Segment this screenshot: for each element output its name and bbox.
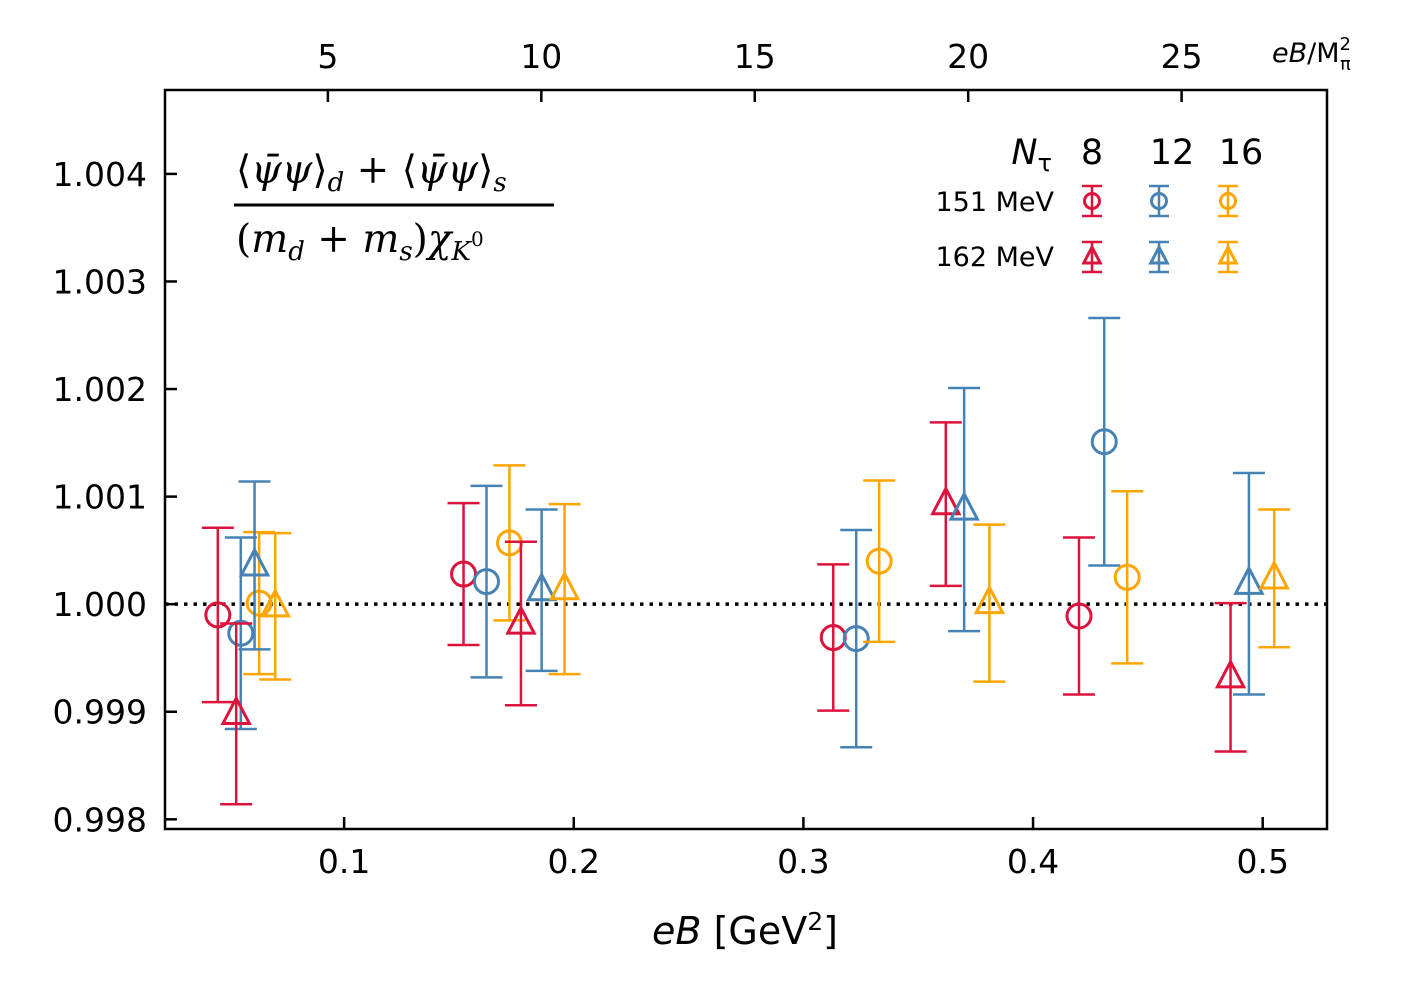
error-bar-s3-p1	[504, 540, 537, 707]
error-bar-s5-p3	[1258, 508, 1291, 649]
legend-errorbar-1	[1149, 184, 1169, 218]
series-triangle-ntau-12	[238, 386, 1265, 696]
data-point-s2-p0	[245, 589, 273, 617]
error-bar-s2-p2	[863, 479, 896, 644]
legend-errorbar-0	[1082, 184, 1102, 218]
error-bar-s4-p1	[525, 508, 558, 673]
data-point-s4-p3	[1233, 564, 1265, 595]
y-tick-label-2: 1.000	[53, 585, 147, 624]
series-circle-ntau-16	[243, 464, 1144, 676]
error-bar-s3-p0	[220, 622, 253, 806]
error-bar-s3-p2	[929, 421, 962, 588]
data-point-s4-p2	[948, 490, 980, 521]
data-point-s0-p0	[204, 601, 232, 629]
data-point-s5-p0	[259, 587, 291, 618]
data-point-s1-p0	[227, 619, 255, 647]
y-tick-label-6: 1.004	[53, 155, 147, 194]
top-tick-label-1: 10	[520, 37, 562, 76]
error-bar-s0-p2	[817, 563, 850, 712]
legend-col-12: 12	[1150, 133, 1195, 173]
legend-marker-5	[1217, 244, 1239, 265]
y-tick-label-5: 1.003	[53, 262, 147, 301]
legend-col-16: 16	[1219, 133, 1264, 173]
data-point-s3-p0	[220, 695, 252, 725]
data-point-s3-p2	[930, 485, 962, 516]
error-bar-s4-p0	[238, 480, 271, 651]
top-tick-label-4: 25	[1161, 37, 1203, 76]
data-point-s0-p3	[1065, 602, 1093, 630]
legend-ntau-header: Nτ	[1011, 133, 1052, 177]
series-triangle-ntau-16	[259, 502, 1291, 683]
error-bar-s3-p3	[1214, 601, 1247, 753]
data-point-s3-p1	[505, 604, 537, 635]
x-tick-label-4: 0.5	[1236, 842, 1288, 881]
error-bar-s4-p3	[1232, 471, 1265, 696]
x-tick-label-0: 0.1	[318, 842, 370, 881]
data-point-s2-p2	[865, 547, 893, 575]
top-axis-title: eB/M2 π	[1272, 34, 1351, 75]
error-bar-s0-p1	[447, 501, 480, 647]
x-axis-title: eB [GeV2]	[652, 907, 838, 953]
legend-marker-1	[1150, 192, 1168, 210]
y-tick-label-3: 1.001	[53, 478, 147, 517]
error-bar-s5-p1	[548, 502, 581, 676]
y-tick-label-0: 0.998	[53, 800, 147, 839]
legend-marker-2	[1219, 192, 1237, 210]
error-bar-s1-p3	[1088, 316, 1121, 567]
legend-marker-3	[1081, 244, 1103, 265]
series-triangle-ntau-8	[220, 421, 1247, 806]
top-tick-label-0: 5	[317, 37, 338, 76]
data-point-s3-p3	[1214, 658, 1247, 689]
error-bar-s5-p2	[973, 523, 1006, 683]
y-tick-label-4: 1.002	[53, 370, 147, 409]
legend-row-151: 151 MeV	[936, 187, 1055, 218]
data-point-s1-p1	[473, 568, 501, 596]
formula-denominator: (md + ms)χK0	[236, 217, 484, 267]
error-bar-s1-p0	[224, 536, 257, 731]
data-point-s1-p2	[842, 625, 870, 653]
legend-marker-4	[1148, 244, 1170, 265]
error-bar-s0-p0	[201, 526, 234, 704]
error-bar-s2-p3	[1111, 489, 1144, 665]
legend-col-8: 8	[1081, 133, 1103, 173]
data-point-s5-p3	[1258, 559, 1290, 590]
legend-marker-0	[1083, 192, 1101, 210]
x-tick-label-2: 0.3	[777, 842, 829, 881]
formula-numerator: ⟨ψ̄ψ⟩d + ⟨ψ̄ψ⟩s	[236, 148, 507, 198]
top-tick-label-2: 15	[734, 37, 776, 76]
series-circle-ntau-8	[201, 501, 1095, 712]
error-bar-s5-p0	[259, 531, 292, 681]
x-tick-label-3: 0.4	[1007, 842, 1059, 881]
top-tick-label-3: 20	[947, 37, 989, 76]
data-point-s4-p0	[238, 546, 271, 577]
x-tick-label-1: 0.2	[548, 842, 600, 881]
legend-row-162: 162 MeV	[936, 242, 1055, 273]
data-point-s2-p3	[1113, 563, 1141, 591]
series-circle-ntau-12	[224, 316, 1121, 749]
error-bar-s1-p2	[840, 528, 873, 749]
y-tick-label-1: 0.999	[53, 693, 147, 732]
error-bar-s0-p3	[1062, 536, 1095, 696]
plot-frame	[163, 88, 1329, 831]
data-point-s5-p2	[973, 584, 1006, 615]
error-bar-s4-p2	[948, 386, 981, 633]
data-point-s5-p1	[548, 570, 581, 601]
formula-label: ⟨ψ̄ψ⟩d + ⟨ψ̄ψ⟩s (md + ms)χK0	[234, 148, 554, 267]
data-point-s1-p3	[1090, 428, 1118, 456]
legend-errorbar-2	[1218, 184, 1238, 218]
legend: Nτ 8 12 16 151 MeV 162 MeV	[936, 133, 1264, 274]
data-point-s4-p1	[525, 571, 558, 602]
error-bar-s1-p1	[470, 484, 503, 679]
